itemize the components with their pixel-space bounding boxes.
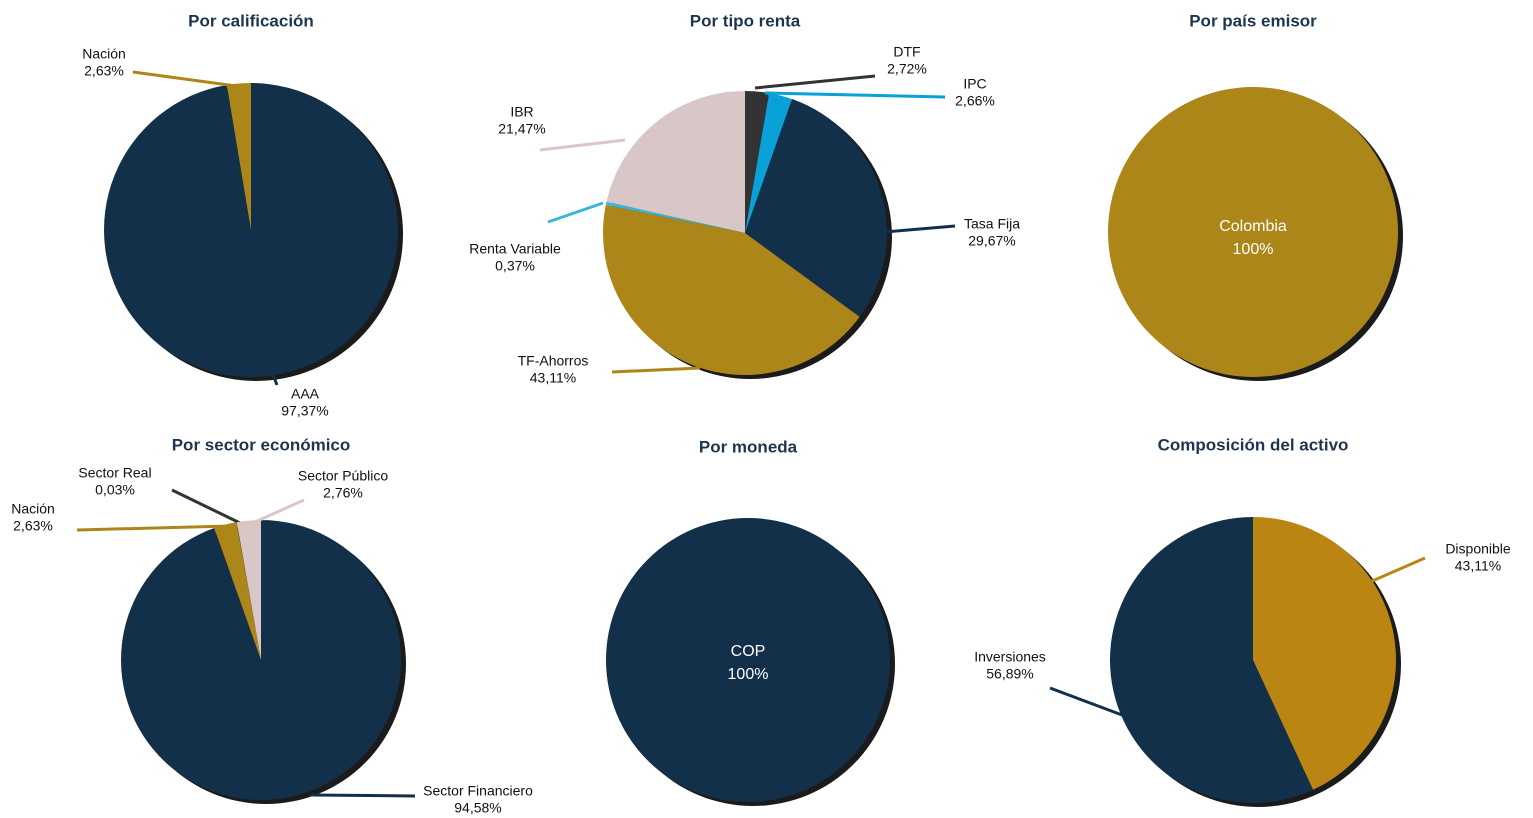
- pie-slice: [605, 201, 745, 233]
- slice-label: Colombia: [1219, 218, 1287, 235]
- leader-line: [539, 138, 626, 152]
- leader-line: [309, 793, 416, 798]
- pie-slice: [745, 91, 770, 233]
- pie-slice: [226, 83, 251, 230]
- pie-slice: [103, 83, 398, 377]
- slice-value-label: 2,66%: [955, 93, 995, 109]
- slice-label: TF-Ahorros: [518, 353, 589, 369]
- leader-line: [883, 224, 956, 234]
- leader-line: [1049, 686, 1123, 717]
- pie-slice: [236, 522, 261, 660]
- leader-line: [611, 366, 701, 374]
- slice-label: Disponible: [1445, 541, 1511, 557]
- pie-slice: [1108, 87, 1398, 377]
- pie-slice: [606, 91, 745, 233]
- leader-line: [754, 74, 876, 90]
- slice-label: Renta Variable: [469, 241, 561, 257]
- leader-line: [76, 524, 231, 532]
- slice-label: AAA: [291, 386, 320, 402]
- pie-chart: Por sector económico Sector Financiero94,…: [11, 435, 533, 815]
- pie-slice: [603, 204, 860, 375]
- slice-value-label: 97,37%: [281, 403, 328, 419]
- slice-value-label: 94,58%: [454, 800, 501, 816]
- slice-value-label: 100%: [1233, 241, 1274, 258]
- slice-value-label: 56,89%: [986, 666, 1033, 682]
- slice-value-label: 43,11%: [1455, 558, 1501, 574]
- slice-label: Sector Público: [298, 468, 388, 484]
- slice-label: Sector Real: [78, 465, 151, 481]
- slice-label: Nación: [82, 46, 126, 62]
- pie-slice: [236, 520, 261, 660]
- slice-value-label: 100%: [728, 666, 769, 683]
- pie-slice: [1110, 517, 1313, 803]
- slice-value-label: 29,67%: [968, 233, 1015, 249]
- leader-line: [547, 201, 604, 224]
- slice-label: Sector Financiero: [423, 783, 533, 799]
- chart-title: Por país emisor: [1189, 11, 1317, 30]
- slice-label: DTF: [893, 44, 920, 60]
- chart-title: Por moneda: [699, 437, 798, 456]
- slice-value-label: 21,47%: [498, 121, 545, 137]
- pie-slice: [1253, 517, 1396, 790]
- leader-line: [1369, 556, 1426, 584]
- pie-slice: [745, 99, 887, 317]
- slice-value-label: 2,76%: [323, 485, 363, 501]
- slice-value-label: 0,37%: [495, 258, 535, 274]
- slice-label: IPC: [963, 76, 986, 92]
- slice-label: COP: [731, 643, 766, 660]
- chart-title: Por tipo renta: [690, 11, 801, 30]
- slice-value-label: 2,72%: [887, 61, 927, 77]
- slice-value-label: 0,03%: [95, 482, 135, 498]
- leader-line: [764, 91, 946, 99]
- slice-label: Inversiones: [974, 649, 1046, 665]
- slice-label: Tasa Fija: [964, 216, 1020, 232]
- slice-label: Nación: [11, 501, 55, 517]
- chart-title: Por sector económico: [172, 435, 351, 454]
- pie-slice: [745, 93, 793, 234]
- pie-chart: Por país emisor Colombia 100%: [1108, 11, 1403, 381]
- leader-line: [171, 488, 241, 525]
- chart-title: Composición del activo: [1158, 435, 1349, 454]
- leader-line: [270, 371, 279, 386]
- pie-chart: Por moneda COP 100%: [606, 437, 895, 806]
- slice-value-label: 2,63%: [13, 518, 53, 534]
- chart-title: Por calificación: [188, 11, 314, 30]
- slice-value-label: 2,63%: [84, 63, 124, 79]
- leader-line: [254, 498, 305, 524]
- slice-value-label: 43,11%: [530, 370, 576, 386]
- slice-label: IBR: [510, 104, 533, 120]
- leader-line: [132, 70, 237, 88]
- pie-slice: [214, 522, 261, 660]
- pie-slice: [606, 518, 890, 802]
